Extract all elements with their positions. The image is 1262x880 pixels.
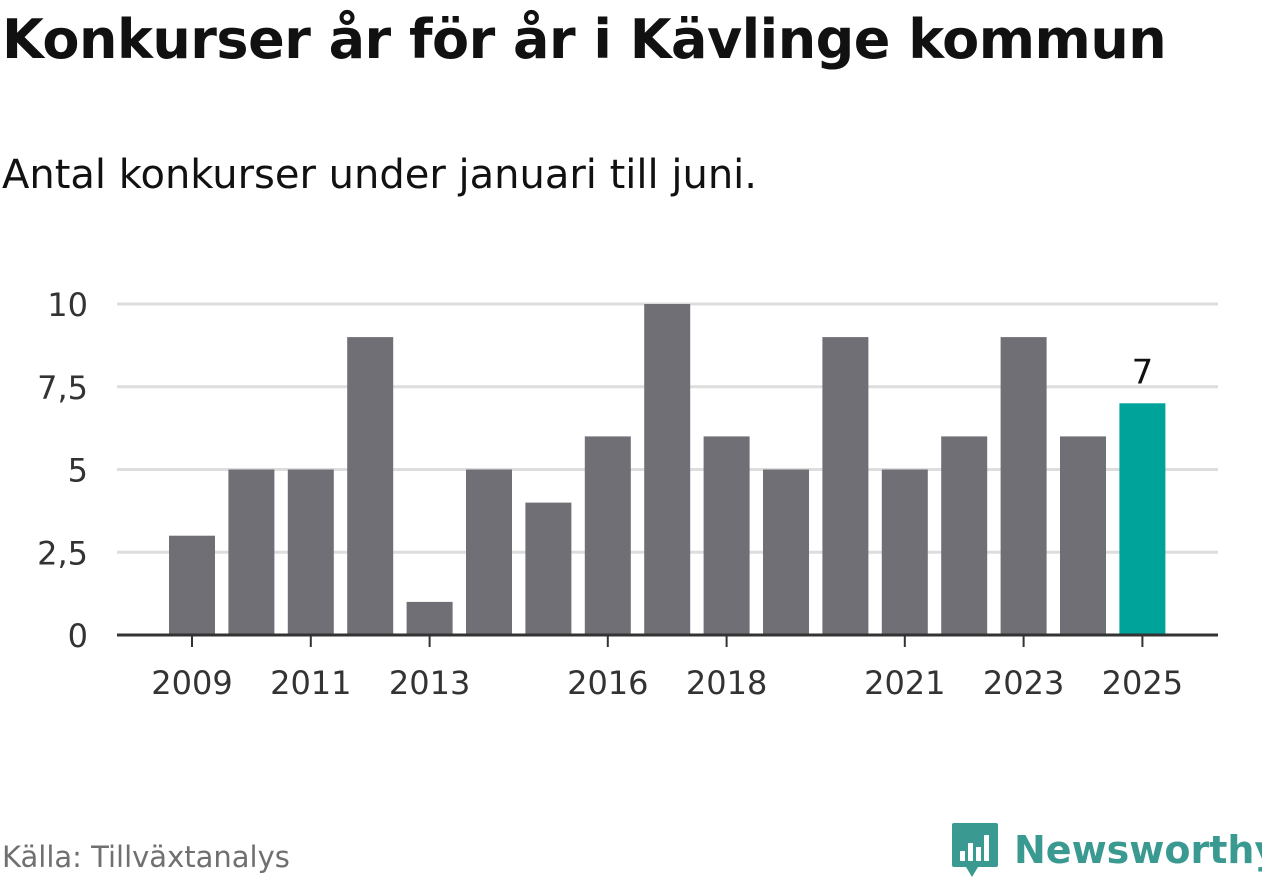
bar <box>822 337 869 635</box>
x-tick-label: 2009 <box>151 664 232 702</box>
bar <box>466 469 512 635</box>
brand-logo: Newsworthy <box>950 820 1262 880</box>
annotations: 7 <box>1132 352 1154 392</box>
bar <box>228 469 275 635</box>
bar <box>763 469 809 635</box>
x-tick-label: 2018 <box>686 664 767 702</box>
bar <box>406 601 453 635</box>
bar <box>941 436 988 635</box>
x-tick-label: 2025 <box>1102 664 1183 702</box>
x-tick-label: 2016 <box>567 664 648 702</box>
source-note: Källa: Tillväxtanalys <box>2 840 290 874</box>
brand-name: Newsworthy <box>1014 828 1262 872</box>
y-tick-label: 2,5 <box>37 534 88 572</box>
bar <box>881 469 928 635</box>
y-axis-labels: 0 2,5 5 7,5 10 <box>37 286 88 655</box>
y-tick-label: 5 <box>68 452 88 490</box>
chart-subtitle: Antal konkurser under januari till juni. <box>2 152 757 198</box>
bar <box>1000 337 1047 635</box>
highlight-value-label: 7 <box>1132 352 1154 392</box>
x-tick-label: 2023 <box>983 664 1064 702</box>
bar <box>1060 436 1106 635</box>
x-tick-label: 2013 <box>389 664 470 702</box>
bar-highlight <box>1119 403 1166 635</box>
bar <box>703 436 750 635</box>
y-tick-label: 10 <box>47 286 88 324</box>
bar-chart-speech-bubble-icon <box>952 823 998 877</box>
y-tick-label: 7,5 <box>37 369 88 407</box>
x-tick-label: 2011 <box>270 664 351 702</box>
bars <box>169 304 1166 635</box>
bar <box>347 337 394 635</box>
bar <box>525 502 572 635</box>
x-tick-label: 2021 <box>864 664 945 702</box>
bar <box>169 535 215 635</box>
chart-title: Konkurser år för år i Kävlinge kommun <box>2 8 1167 71</box>
x-axis-labels: 2009 2011 2013 2016 2018 2021 2023 2025 <box>151 635 1183 702</box>
y-tick-label: 0 <box>68 617 88 655</box>
bar <box>644 304 691 635</box>
bar <box>287 469 334 635</box>
bar <box>584 436 631 635</box>
